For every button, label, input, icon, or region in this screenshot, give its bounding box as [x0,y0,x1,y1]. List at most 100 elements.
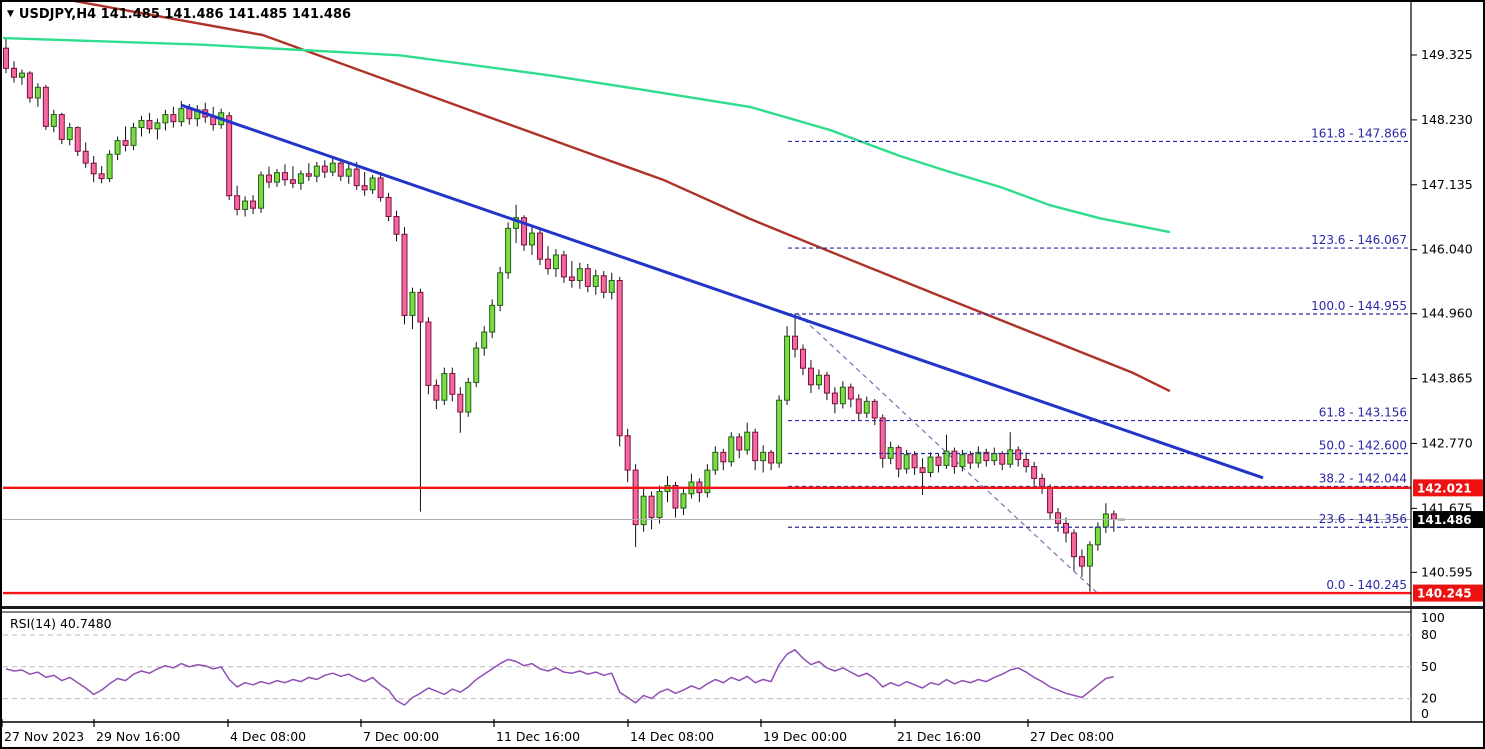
candle-body [879,417,886,459]
candle [66,122,73,146]
candle-body [744,431,751,451]
candle [863,396,870,418]
candle-body [449,373,456,395]
candle-body [106,153,113,180]
candle-body [337,162,344,177]
candle [465,377,472,417]
candle [935,453,942,473]
candle-body [26,72,33,99]
candle [839,381,846,409]
symbol-dropdown-icon[interactable]: ▼ [7,9,14,19]
price-axis-label: 144.960 [1421,306,1473,321]
candle [393,210,400,242]
candle-body [983,451,990,462]
candle-body [1063,522,1070,534]
candle-body [1031,466,1038,479]
candle [584,263,591,293]
candle [792,313,799,358]
candle [943,434,950,469]
candle-body [975,451,982,464]
candle-body [839,386,846,405]
candle-body [409,291,416,316]
candle [10,61,17,83]
candle-body [847,386,854,400]
candle-body [1023,458,1030,468]
candle [600,271,607,299]
candle-body [497,272,504,306]
candle [720,448,727,471]
candle [903,449,910,474]
candle-body [234,195,241,210]
candle-body [313,165,320,177]
candle [752,428,759,471]
candle [337,160,344,181]
candle [728,432,735,467]
candle-body [273,172,280,183]
candle [536,229,543,266]
price-axis-label: 143.865 [1421,371,1473,386]
candle-body [1110,513,1117,520]
candle [513,204,520,244]
candle-body [98,173,105,180]
candle-body [560,254,567,278]
candle-body [823,374,830,394]
candle-body [959,454,966,468]
candle-body [162,114,169,124]
candle [1015,446,1022,467]
candle [425,317,432,395]
rsi-scale-label: 0 [1421,706,1429,721]
candle [130,122,137,151]
candle-body [393,215,400,235]
candle [831,387,838,414]
candle [146,112,153,134]
candle-body [281,172,288,181]
candles-layer [3,38,1117,592]
price-badge-resistance-bg [1413,479,1483,497]
candle-body [226,115,233,197]
candle [154,118,161,140]
candle [1102,503,1109,533]
price-axis-label: 148.230 [1421,112,1473,127]
candle-body [521,217,528,246]
candle-body [1078,556,1085,567]
candle-body [967,454,974,464]
candle-body [704,469,711,494]
candle-body [608,279,615,293]
candle [321,160,328,178]
candle [1063,517,1070,543]
candle [242,196,249,217]
main-chart-layer [3,2,1264,594]
candle [1094,522,1101,551]
candle [82,142,89,168]
fib-level-label: 161.8 - 147.866 [1311,126,1407,140]
candle [776,395,783,468]
candle [250,195,257,215]
candle [847,383,854,408]
candle [640,487,647,532]
candle-body [672,485,679,509]
candle-body [624,435,631,471]
candle-body [74,127,81,152]
candle [895,445,902,478]
candle-body [473,347,480,383]
candle [345,164,352,184]
candle-body [329,162,336,173]
panel-divider[interactable] [0,606,1485,609]
candle-body [903,454,910,470]
candle-body [42,86,49,127]
candle-body [433,384,440,401]
candle-body [401,233,408,316]
fib-level-label: 0.0 - 140.245 [1326,578,1407,592]
candle-body [544,258,551,270]
candle-body [90,162,97,175]
trendline-blue[interactable] [180,103,1264,480]
candle-body [66,127,73,140]
rsi-layer [5,649,1114,706]
time-axis-label: 27 Dec 08:00 [1030,729,1114,744]
candle [266,166,273,189]
rsi-line [5,649,1114,706]
candle-body [170,114,177,123]
fib-level-label: 123.6 - 146.067 [1311,233,1407,247]
